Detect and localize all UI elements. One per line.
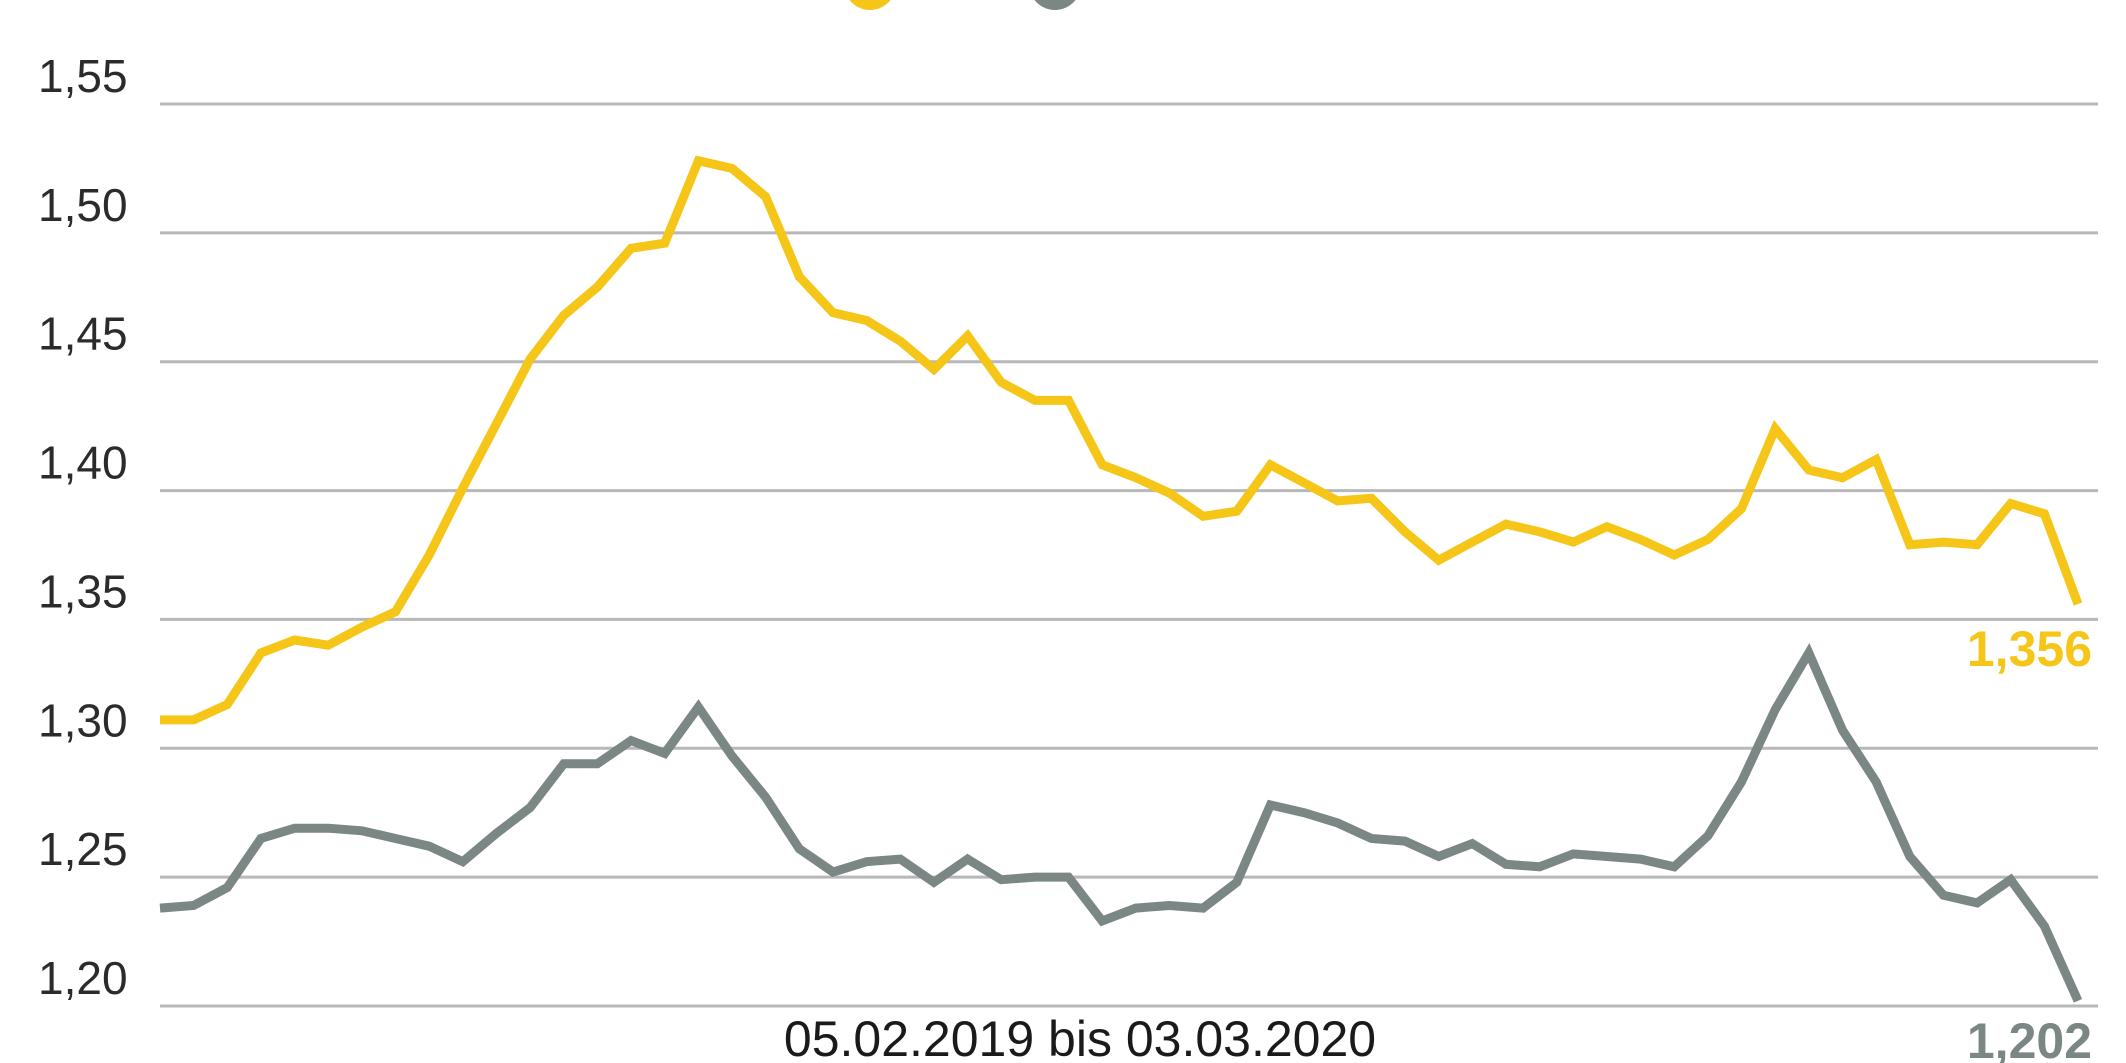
y-axis-tick-labels: 1,20 1,25 1,30 1,35 1,40 1,45 1,50 1,55 xyxy=(38,50,128,1004)
y-tick-label: 1,45 xyxy=(38,308,128,360)
y-tick-label: 1,55 xyxy=(38,50,128,102)
series-lines xyxy=(159,155,2083,1003)
legend-markers xyxy=(849,0,1076,10)
y-tick-label: 1,25 xyxy=(38,823,128,875)
y-tick-label: 1,30 xyxy=(38,694,128,746)
series-line-gray xyxy=(159,643,2083,1003)
y-tick-label: 1,20 xyxy=(38,952,128,1004)
end-label-yellow: 1,356 xyxy=(1967,621,2092,677)
legend-marker-gray xyxy=(1034,0,1076,10)
y-tick-label: 1,40 xyxy=(38,437,128,489)
end-label-gray: 1,202 xyxy=(1967,1013,2092,1063)
series-line-yellow xyxy=(160,155,2083,725)
x-axis-label: 05.02.2019 bis 03.03.2020 xyxy=(784,1011,1376,1063)
y-tick-label: 1,50 xyxy=(38,179,128,231)
end-value-labels: 1,356 1,202 xyxy=(1967,621,2092,1063)
y-tick-label: 1,35 xyxy=(38,565,128,617)
gridlines xyxy=(160,102,2098,1008)
legend-marker-yellow xyxy=(849,0,891,10)
